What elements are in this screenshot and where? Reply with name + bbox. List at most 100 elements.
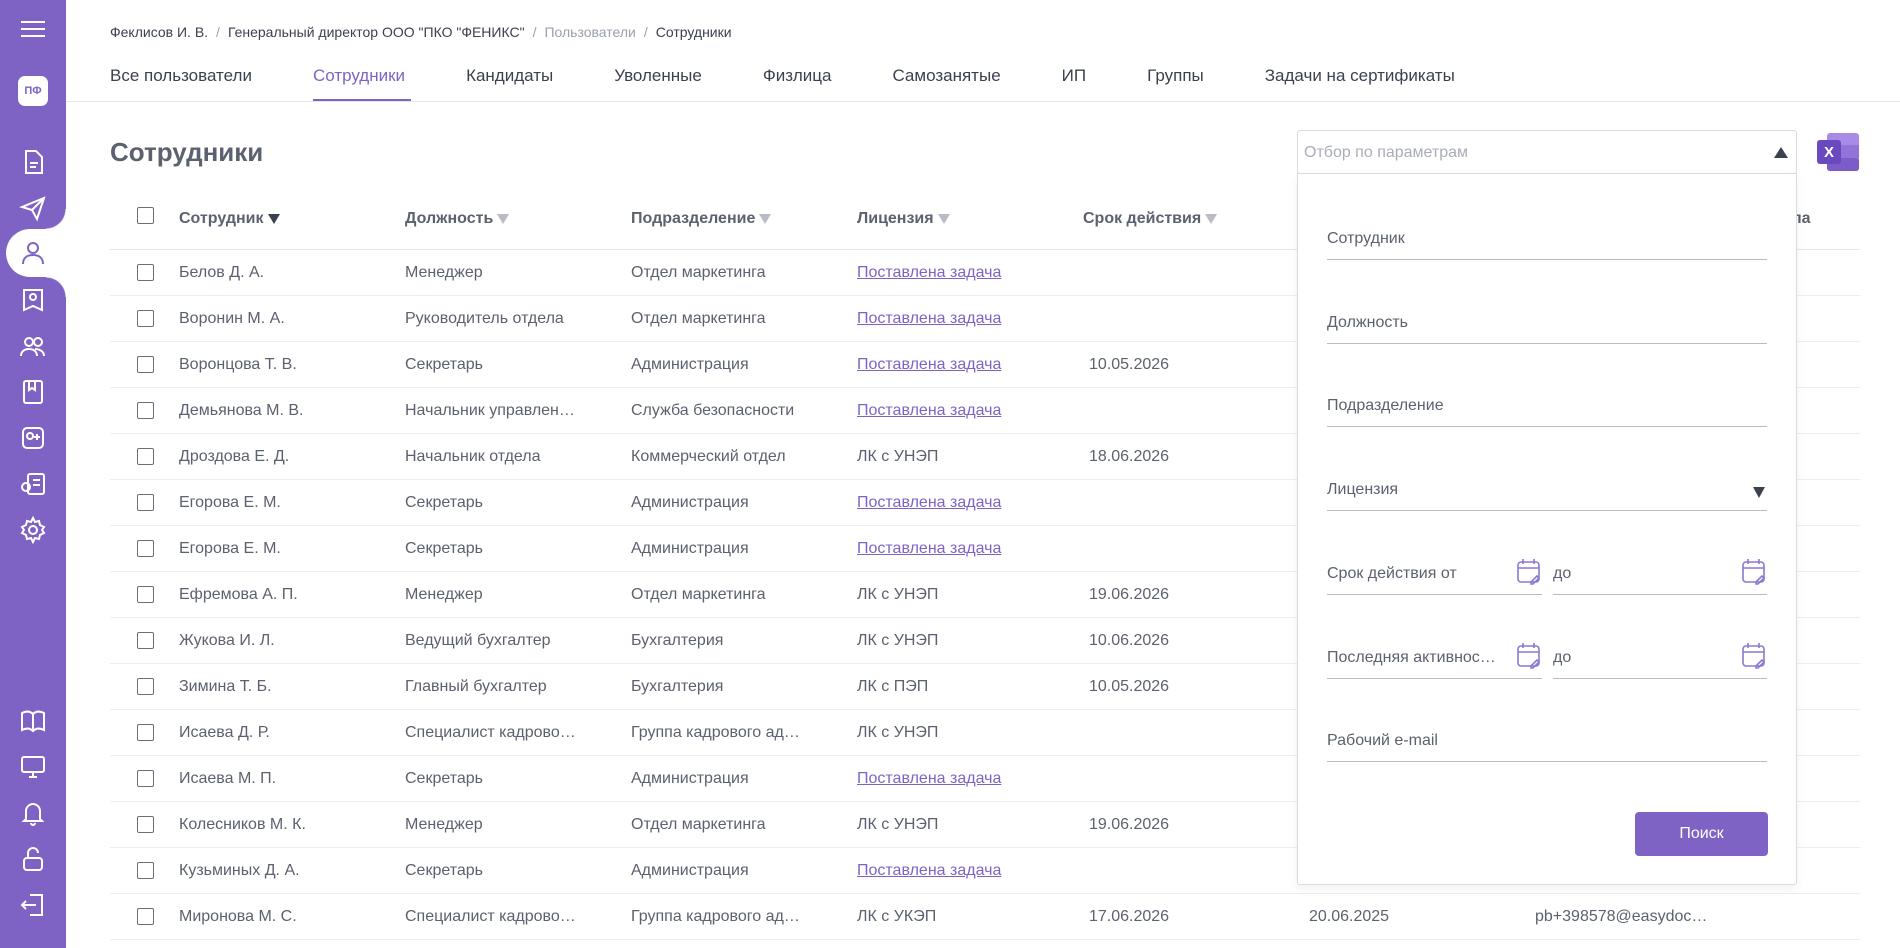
table-row[interactable]: Миронова М. С. Специалист кадрово… Группа … — [110, 894, 1860, 940]
table-row[interactable]: Воронцова Т. В. Секретарь Администрация Пос… — [110, 342, 1860, 388]
menu-icon[interactable] — [0, 6, 66, 52]
filter-position-field[interactable]: Должность — [1327, 310, 1767, 344]
cell-license[interactable]: Поставлена задача — [857, 494, 1002, 511]
add-group-icon[interactable] — [0, 415, 66, 461]
users-group-icon[interactable] — [0, 323, 66, 369]
row-checkbox[interactable] — [137, 494, 154, 511]
settings-icon[interactable] — [0, 507, 66, 553]
book-icon[interactable] — [0, 698, 66, 744]
table-row[interactable]: Воронин М. А. Руководитель отдела Отдел ма… — [110, 296, 1860, 342]
cell-license[interactable]: Поставлена задача — [857, 356, 1002, 373]
row-checkbox[interactable] — [137, 356, 154, 373]
tab-individuals[interactable]: Физлица — [762, 66, 832, 85]
bell-icon[interactable] — [0, 790, 66, 836]
filter-department-field[interactable]: Подразделение — [1327, 393, 1767, 427]
cell-department: Администрация — [631, 540, 749, 557]
table-row[interactable]: Демьянова М. В. Начальник управлен… Служба… — [110, 388, 1860, 434]
row-checkbox[interactable] — [137, 264, 154, 281]
table-row[interactable]: Егорова Е. М. Секретарь Администрация Поста… — [110, 526, 1860, 572]
cell-last-activity: 20.06.2025 — [1309, 908, 1390, 925]
filter-select[interactable]: Отбор по параметрам — [1297, 130, 1797, 174]
row-checkbox[interactable] — [137, 632, 154, 649]
sort-icon[interactable] — [937, 214, 950, 224]
calendar-icon[interactable] — [1516, 641, 1542, 671]
table-row[interactable]: Дроздова Е. Д. Начальник отдела Коммерческ… — [110, 434, 1860, 480]
sort-desc-icon[interactable] — [267, 214, 280, 224]
document-icon[interactable] — [0, 139, 66, 185]
table-row[interactable]: Кузьминых Д. А. Секретарь Администрация Пос… — [110, 848, 1860, 894]
table-row[interactable]: Егорова Е. М. Секретарь Администрация Поста… — [110, 480, 1860, 526]
filter-validity-to-field[interactable]: до — [1553, 559, 1767, 595]
row-checkbox[interactable] — [137, 402, 154, 419]
calendar-icon[interactable] — [1516, 557, 1542, 587]
tab-candidates[interactable]: Кандидаты — [466, 66, 554, 85]
header-department[interactable]: Подразделение — [631, 210, 772, 228]
sort-icon[interactable] — [497, 214, 510, 224]
filter-validity-from-field[interactable]: Срок действия от — [1327, 559, 1542, 595]
header-employee[interactable]: Сотрудник — [179, 210, 280, 228]
breadcrumb-org[interactable]: Генеральный директор ООО "ПКО "ФЕНИКС" — [227, 24, 525, 40]
row-checkbox[interactable] — [137, 448, 154, 465]
calendar-icon[interactable] — [1741, 641, 1767, 671]
filter-employee-field[interactable]: Сотрудник — [1327, 226, 1767, 260]
row-checkbox[interactable] — [137, 816, 154, 833]
table-row[interactable]: Белов Д. А. Менеджер Отдел маркетинга Поста… — [110, 250, 1860, 296]
table-row[interactable]: Жукова И. Л. Ведущий бухгалтер Бухгалтерия… — [110, 618, 1860, 664]
table-row[interactable]: Колесников М. К. Менеджер Отдел маркетинга… — [110, 802, 1860, 848]
excel-export-icon[interactable]: X — [1815, 131, 1861, 173]
monitor-icon[interactable] — [0, 744, 66, 790]
filter-activity-from-field[interactable]: Последняя активнос… — [1327, 643, 1542, 679]
bookmark-icon[interactable] — [0, 369, 66, 415]
table-row[interactable]: Ефремова А. П. Менеджер Отдел маркетинга ЛК… — [110, 572, 1860, 618]
header-license[interactable]: Лицензия — [857, 210, 950, 228]
send-icon[interactable] — [0, 185, 66, 231]
row-checkbox[interactable] — [137, 908, 154, 925]
select-all-checkbox[interactable] — [137, 207, 154, 224]
search-button[interactable]: Поиск — [1635, 812, 1768, 856]
filter-license-label: Лицензия — [1327, 481, 1399, 498]
calendar-icon[interactable] — [1741, 557, 1767, 587]
logo[interactable]: ПФ — [18, 76, 48, 106]
row-checkbox[interactable] — [137, 770, 154, 787]
tabs-divider — [66, 101, 1900, 102]
user-icon[interactable] — [0, 230, 66, 276]
sort-icon[interactable] — [759, 214, 772, 224]
cell-license[interactable]: Поставлена задача — [857, 264, 1002, 281]
row-checkbox[interactable] — [137, 586, 154, 603]
table-row[interactable]: Зимина Т. Б. Главный бухгалтер Бухгалтерия… — [110, 664, 1860, 710]
cell-license[interactable]: Поставлена задача — [857, 862, 1002, 879]
badge-user-icon[interactable] — [0, 277, 66, 323]
row-checkbox[interactable] — [137, 862, 154, 879]
unlock-icon[interactable] — [0, 836, 66, 882]
logout-icon[interactable] — [0, 882, 66, 928]
row-checkbox[interactable] — [137, 540, 154, 557]
filter-activity-to-field[interactable]: до — [1553, 643, 1767, 679]
breadcrumb-user[interactable]: Феклисов И. В. — [110, 24, 209, 40]
tab-ip[interactable]: ИП — [1061, 66, 1087, 85]
filter-email-field[interactable]: Рабочий e-mail — [1327, 728, 1767, 762]
filter-license-select[interactable]: Лицензия — [1327, 477, 1767, 511]
cell-license[interactable]: Поставлена задача — [857, 540, 1002, 557]
certificate-icon[interactable] — [0, 461, 66, 507]
cell-license[interactable]: Поставлена задача — [857, 770, 1002, 787]
row-checkbox[interactable] — [137, 724, 154, 741]
header-validity[interactable]: Срок действия — [1083, 210, 1218, 228]
tab-employees[interactable]: Сотрудники — [312, 66, 412, 102]
row-checkbox[interactable] — [137, 678, 154, 695]
tab-all-users[interactable]: Все пользователи — [110, 66, 252, 85]
chevron-up-icon[interactable] — [1774, 147, 1788, 158]
tab-self-employed[interactable]: Самозанятые — [892, 66, 1001, 85]
cell-license[interactable]: Поставлена задача — [857, 310, 1002, 327]
tab-certificate-tasks[interactable]: Задачи на сертификаты — [1264, 66, 1455, 85]
table-row[interactable]: Исаева М. П. Секретарь Администрация Постав… — [110, 756, 1860, 802]
cell-license[interactable]: Поставлена задача — [857, 402, 1002, 419]
header-position[interactable]: Должность — [405, 210, 510, 228]
header-license-label: Лицензия — [857, 210, 934, 227]
tab-dismissed[interactable]: Уволенные — [614, 66, 702, 85]
chevron-down-icon[interactable] — [1753, 487, 1765, 498]
sort-icon[interactable] — [1205, 214, 1218, 224]
breadcrumb-section[interactable]: Пользователи — [544, 24, 636, 40]
table-row[interactable]: Исаева Д. Р. Специалист кадрово… Группа ка… — [110, 710, 1860, 756]
row-checkbox[interactable] — [137, 310, 154, 327]
tab-groups[interactable]: Группы — [1147, 66, 1204, 85]
